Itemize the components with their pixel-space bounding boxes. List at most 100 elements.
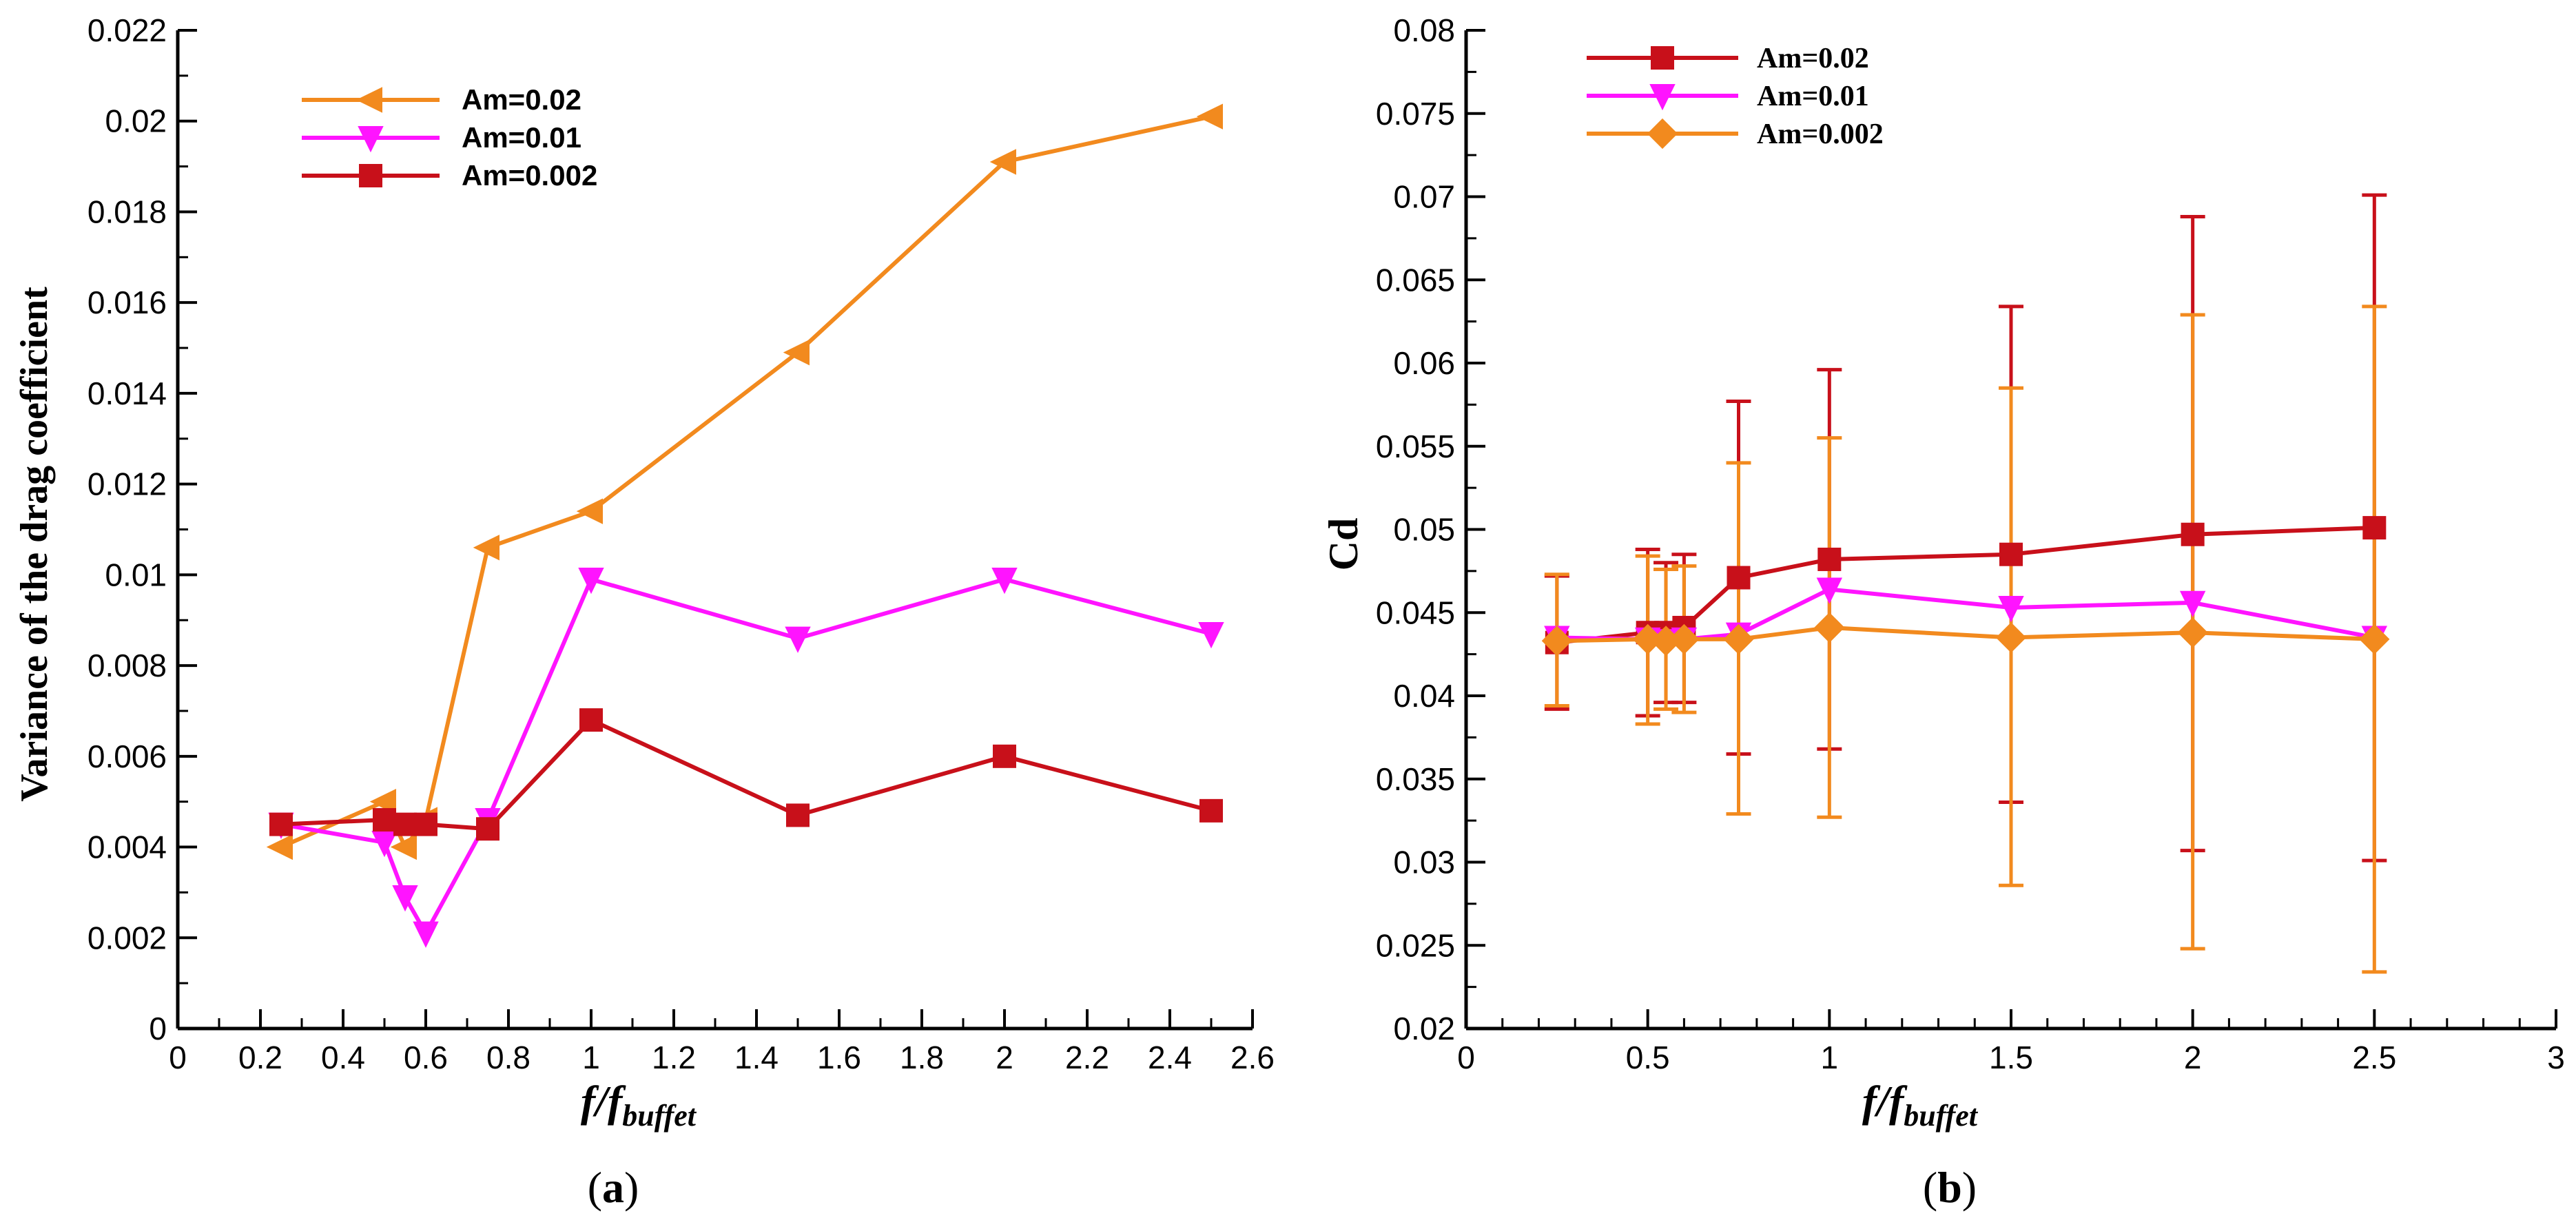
y-tick-label: 0.045 <box>1376 595 1455 630</box>
y-tick-label: 0.04 <box>1393 678 1455 714</box>
data-point <box>578 567 604 595</box>
x-tick-label: 0 <box>1457 1040 1475 1075</box>
x-tick-label: 2.4 <box>1148 1040 1192 1075</box>
x-tick-label: 2 <box>996 1040 1013 1075</box>
data-point <box>392 885 418 912</box>
y-tick-label: 0.025 <box>1376 927 1455 963</box>
x-tick-label: 2.5 <box>2352 1040 2396 1075</box>
x-tick-label: 1.2 <box>652 1040 696 1075</box>
data-point <box>269 812 293 836</box>
x-tick-label: 0.2 <box>238 1040 282 1075</box>
y-tick-label: 0.065 <box>1376 262 1455 298</box>
x-tick-label: 1.8 <box>900 1040 944 1075</box>
panel-a-ticks: 0 0.002 0.004 0.006 0.008 0.01 0.012 0.014 0.016… <box>87 12 1275 1075</box>
panel-a-x-axis-label: f/fbuffet <box>581 1077 697 1133</box>
data-point <box>1199 798 1223 823</box>
data-point <box>373 808 396 832</box>
x-tick-label: 1 <box>1821 1040 1839 1075</box>
legend-marker <box>1647 118 1678 149</box>
series-line <box>280 718 1212 832</box>
data-point <box>414 812 437 836</box>
data-point <box>1998 596 2024 623</box>
x-tick-label: 2.6 <box>1230 1040 1275 1075</box>
y-tick-label: 0.08 <box>1393 12 1455 48</box>
data-point <box>2181 522 2205 546</box>
y-tick-label: 0.05 <box>1393 512 1455 548</box>
data-point <box>390 834 417 860</box>
legend-marker <box>1649 84 1676 111</box>
y-tick-label: 0.022 <box>87 12 167 48</box>
x-tick-label: 2 <box>2184 1040 2202 1075</box>
panel-a-legend: Am=0.02 Am=0.01 Am=0.002 <box>302 83 597 192</box>
x-tick-label: 0.6 <box>404 1040 448 1075</box>
panel-b-ticks: 0.02 0.025 0.03 0.035 0.04 0.045 0.05 0.055 0.06… <box>1376 12 2565 1075</box>
data-point <box>783 339 810 366</box>
legend-label: Am=0.002 <box>462 159 597 192</box>
x-tick-label: 1.5 <box>1989 1040 2033 1075</box>
data-point <box>993 744 1016 768</box>
x-tick-label: 0 <box>169 1040 187 1075</box>
legend-marker <box>359 164 382 187</box>
data-point <box>371 830 398 858</box>
panel-a-series <box>266 103 1224 948</box>
y-tick-label: 0.012 <box>87 466 167 502</box>
panel-b-caption: (b) <box>1923 1163 1977 1212</box>
data-point <box>1541 626 1572 657</box>
y-tick-label: 0.004 <box>87 829 167 865</box>
y-tick-label: 0.035 <box>1376 761 1455 797</box>
data-point <box>1669 623 1700 654</box>
y-tick-label: 0.01 <box>105 557 167 592</box>
data-point <box>413 921 439 948</box>
series-line <box>280 577 1212 936</box>
x-tick-label: 3 <box>2547 1040 2565 1075</box>
data-point <box>1817 547 1842 571</box>
data-point <box>991 567 1018 595</box>
data-point <box>1198 621 1224 649</box>
data-point <box>476 817 499 841</box>
data-point <box>1816 577 1843 604</box>
data-point <box>786 803 810 827</box>
data-point <box>1723 623 1754 654</box>
y-tick-label: 0.03 <box>1393 845 1455 880</box>
y-tick-label: 0 <box>149 1011 167 1046</box>
legend-label: Am=0.002 <box>1757 118 1884 150</box>
y-tick-label: 0.06 <box>1393 345 1455 381</box>
x-tick-label: 0.8 <box>486 1040 530 1075</box>
x-tick-label: 1 <box>582 1040 600 1075</box>
y-tick-label: 0.006 <box>87 739 167 774</box>
data-point <box>266 834 293 860</box>
panel-a: 0 0.002 0.004 0.006 0.008 0.01 0.012 0.014 0.016… <box>13 12 1275 1212</box>
panel-b-legend: Am=0.02 Am=0.01 Am=0.002 <box>1587 43 1884 150</box>
panel-b-y-axis-label: Cd <box>1321 518 1366 571</box>
data-point <box>2179 590 2206 618</box>
x-tick-label: 0.5 <box>1626 1040 1670 1075</box>
data-point <box>393 812 417 836</box>
data-point <box>1196 103 1223 130</box>
panel-b-error-bars <box>1544 193 2387 974</box>
data-point <box>785 626 811 653</box>
legend-marker <box>356 87 382 113</box>
legend-label: Am=0.02 <box>462 83 581 116</box>
legend-label: Am=0.01 <box>462 121 581 154</box>
panel-b-series <box>1541 516 2390 657</box>
y-tick-label: 0.016 <box>87 285 167 320</box>
data-point <box>473 535 499 561</box>
legend-marker <box>1651 46 1674 70</box>
y-tick-label: 0.002 <box>87 920 167 956</box>
data-point <box>2359 623 2390 654</box>
x-tick-label: 2.2 <box>1065 1040 1109 1075</box>
panel-b-x-axis-label: f/fbuffet <box>1862 1077 1979 1133</box>
data-point <box>2177 617 2208 648</box>
x-tick-label: 1.6 <box>817 1040 861 1075</box>
data-point <box>1995 622 2027 653</box>
panel-a-caption: (a) <box>588 1163 639 1212</box>
data-point <box>1814 612 1845 643</box>
data-point <box>1727 566 1751 590</box>
y-tick-label: 0.008 <box>87 648 167 683</box>
y-tick-label: 0.018 <box>87 194 167 229</box>
data-point <box>576 498 603 524</box>
y-tick-label: 0.055 <box>1376 428 1455 464</box>
y-tick-label: 0.02 <box>1393 1011 1455 1046</box>
